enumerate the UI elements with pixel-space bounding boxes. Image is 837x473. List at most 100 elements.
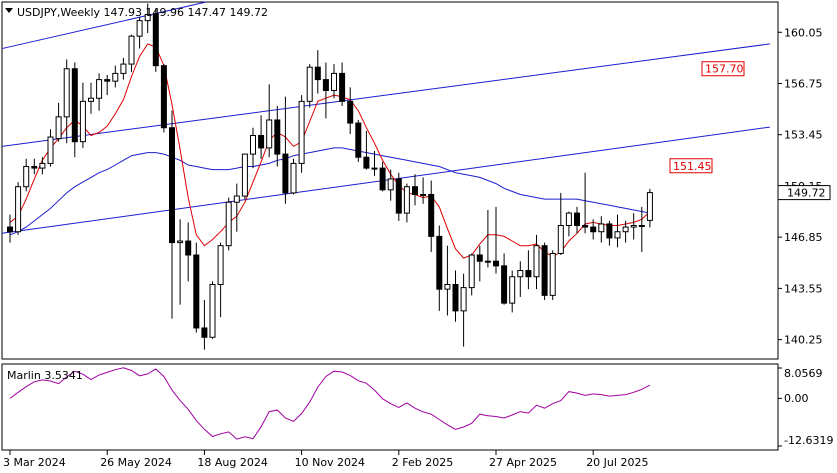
candle xyxy=(290,158,297,195)
candle-body xyxy=(233,195,240,203)
candle xyxy=(177,219,184,305)
collapse-arrow-icon[interactable] xyxy=(5,8,13,13)
candle-body xyxy=(379,167,386,191)
candle xyxy=(517,261,524,297)
indicator-tick-bottom: -12.6319 xyxy=(784,434,833,447)
candle xyxy=(484,209,491,268)
candle-body xyxy=(484,260,491,263)
channel-line-2 xyxy=(1,43,770,147)
candle xyxy=(347,87,354,134)
candle-body xyxy=(71,68,78,143)
candle xyxy=(598,216,605,243)
candle xyxy=(395,172,402,221)
candle xyxy=(565,211,572,237)
level-box xyxy=(669,158,713,174)
candle-body xyxy=(517,270,524,278)
candle xyxy=(39,157,46,175)
candle xyxy=(387,169,394,201)
candle xyxy=(15,182,22,235)
indicator-tick-zero: 0.00 xyxy=(784,392,809,405)
candle xyxy=(622,220,629,243)
candle-body xyxy=(39,162,46,169)
candle xyxy=(55,102,62,142)
candle xyxy=(501,253,508,305)
candle-body xyxy=(460,287,467,312)
candle xyxy=(104,74,111,96)
channel-line-3 xyxy=(1,126,770,234)
candle xyxy=(88,82,94,114)
candle-body xyxy=(468,254,475,289)
candle-body xyxy=(15,186,22,233)
candle-body xyxy=(541,245,548,296)
candle xyxy=(436,225,443,311)
candle xyxy=(233,183,240,232)
candle xyxy=(250,127,256,169)
y-tick-label: 140.25 xyxy=(784,334,823,347)
candle xyxy=(460,273,467,347)
candle-body xyxy=(387,178,394,191)
candle-body xyxy=(347,100,354,124)
candle-body xyxy=(533,245,540,278)
candle xyxy=(428,180,435,252)
candle-body xyxy=(7,226,13,233)
candle-body xyxy=(88,97,94,102)
candle-body xyxy=(638,225,645,228)
candle-body xyxy=(339,72,346,102)
candle-body xyxy=(501,265,508,304)
candle xyxy=(23,158,30,192)
candle xyxy=(258,115,265,159)
candle-body xyxy=(185,240,192,256)
ma-slow-line xyxy=(9,147,650,236)
candle-body xyxy=(209,283,216,338)
candle-body xyxy=(582,225,589,228)
candle-body xyxy=(266,119,273,149)
candle-body xyxy=(331,72,337,91)
candle-body xyxy=(598,223,605,233)
candle-body xyxy=(444,283,451,290)
candle xyxy=(509,270,516,313)
candle xyxy=(112,65,119,88)
candle xyxy=(217,242,224,318)
candle xyxy=(355,119,362,162)
indicator-plot[interactable] xyxy=(1,363,779,451)
candle-body xyxy=(96,79,103,99)
indicator-title: Marlin 3.5341 xyxy=(7,369,83,382)
candle-body xyxy=(136,20,143,37)
current-price-label: 149.72 xyxy=(787,187,826,200)
candle-body xyxy=(557,225,564,254)
candle xyxy=(403,183,410,223)
candle-body xyxy=(169,127,175,244)
candle-body xyxy=(160,65,167,129)
candle-body xyxy=(476,254,483,262)
candle-body xyxy=(55,116,62,140)
candle xyxy=(331,64,337,99)
candle xyxy=(169,110,175,319)
candle-body xyxy=(525,270,532,278)
level-label: 157.70 xyxy=(705,63,744,76)
x-tick-label: 3 Mar 2024 xyxy=(3,456,66,469)
candle-body xyxy=(250,134,256,155)
candle-body xyxy=(282,153,289,194)
candle xyxy=(31,158,38,175)
price-axis: 160.05156.75153.45150.15146.85143.55140.… xyxy=(777,26,831,347)
candle xyxy=(646,188,653,228)
candle xyxy=(193,242,200,333)
candle xyxy=(412,174,418,206)
candle xyxy=(557,192,564,256)
candle-body xyxy=(128,35,135,65)
candle xyxy=(63,59,70,144)
candle xyxy=(128,34,135,72)
candle xyxy=(120,57,127,80)
candle xyxy=(590,219,597,240)
candle-body xyxy=(217,245,224,285)
current-price-box xyxy=(777,185,831,201)
candle xyxy=(420,177,427,204)
y-tick-label: 143.55 xyxy=(784,282,823,295)
candle-body xyxy=(63,68,70,118)
x-tick-label: 26 May 2024 xyxy=(100,456,172,469)
candle xyxy=(493,206,499,274)
y-tick-label: 156.75 xyxy=(784,77,823,90)
candle xyxy=(225,197,232,251)
candle xyxy=(549,250,556,301)
